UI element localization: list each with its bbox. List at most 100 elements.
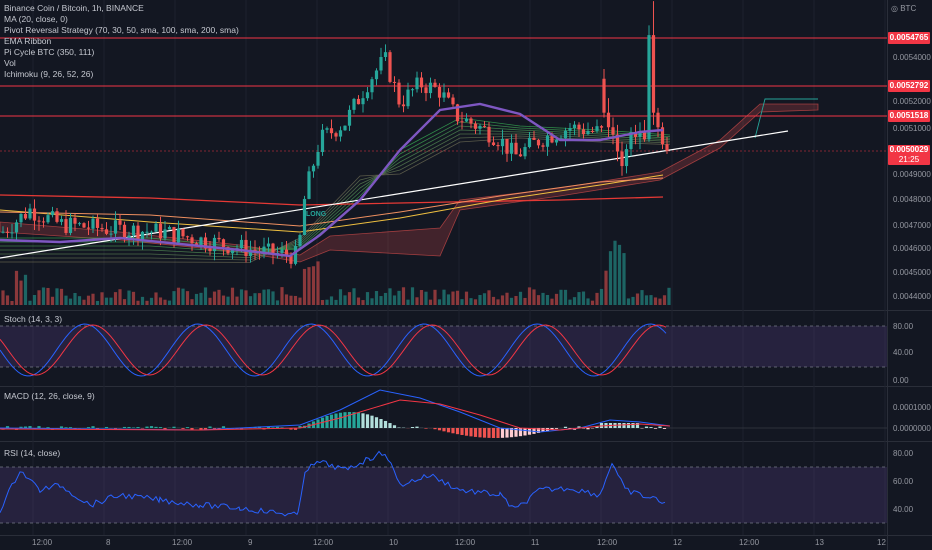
macd-histogram-bar [46, 427, 50, 428]
candle-body [320, 129, 325, 152]
macd-histogram-bar [496, 428, 500, 438]
candle-body [545, 135, 550, 147]
candle-body [464, 118, 469, 122]
currency-selector[interactable]: ◎ BTC [891, 4, 916, 13]
volume-bar [473, 299, 478, 305]
candle-body [433, 82, 437, 87]
candle-body [253, 249, 257, 252]
ichimoku-span-a [754, 98, 818, 139]
candle-body [77, 223, 82, 225]
macd-histogram-bar [356, 412, 361, 428]
macd-histogram-bar [37, 426, 41, 428]
stoch-k-line [0, 323, 667, 377]
indicator-pi-cycle[interactable]: Pi Cycle BTC (350, 111) [4, 47, 95, 57]
candle-body [176, 228, 181, 243]
volume-bar [185, 291, 190, 305]
candle-body [100, 227, 104, 230]
candle-body [638, 132, 642, 137]
candle-body [406, 89, 410, 107]
time-label: 12:00 [172, 538, 193, 547]
volume-bar [316, 261, 320, 305]
volume-bar [586, 298, 590, 305]
volume-bar [469, 298, 473, 305]
indicator-ichimoku[interactable]: Ichimoku (9, 26, 52, 26) [4, 69, 94, 79]
macd-histogram-bar [104, 426, 109, 428]
volume-bar [536, 295, 541, 305]
macd-histogram-bar [397, 427, 401, 428]
macd-histogram-bar [199, 428, 203, 430]
volume-bar [100, 292, 104, 305]
candle-body [244, 239, 248, 257]
rsi-axis-label: 80.00 [893, 449, 914, 458]
macd-histogram-bar [433, 428, 437, 430]
volume-bar [284, 294, 289, 305]
macd-line [0, 389, 671, 433]
stoch-title[interactable]: Stoch (14, 3, 3) [4, 314, 63, 324]
volume-bar [604, 270, 608, 305]
volume-bar [545, 294, 550, 305]
candle-body [572, 124, 577, 129]
candle-body [41, 221, 46, 223]
indicator-ma[interactable]: MA (20, close, 0) [4, 14, 68, 24]
candle-body [46, 215, 50, 223]
candle-body [482, 125, 487, 127]
volume-bar [203, 287, 208, 305]
candle-body [82, 223, 86, 228]
sma-line [0, 194, 664, 206]
candle-body [550, 135, 554, 143]
indicator-ema-ribbon[interactable]: EMA Ribbon [4, 36, 52, 46]
volume-bar [509, 297, 514, 305]
candle-body [599, 126, 604, 128]
candle-body [28, 208, 32, 219]
volume-bar [662, 295, 667, 305]
level-tag: 0.0051518 [888, 110, 930, 122]
volume-bar [235, 296, 239, 305]
rsi-title[interactable]: RSI (14, close) [4, 448, 61, 458]
volume-bar [217, 289, 221, 305]
volume-bar [356, 297, 361, 305]
macd-histogram-bar [293, 428, 298, 430]
gear-icon[interactable]: ◎ [891, 4, 898, 13]
macd-histogram-bar [5, 426, 10, 428]
price-label: 0.0044000 [893, 292, 931, 301]
macd-histogram-bar [505, 428, 509, 438]
candle-body [203, 237, 208, 249]
volume-bar [419, 289, 424, 305]
macd-histogram-bar [374, 417, 379, 428]
candle-body [633, 132, 638, 137]
candle-body [338, 130, 343, 137]
volume-bar [613, 240, 617, 305]
price-label: 0.0048000 [893, 195, 931, 204]
macd-title[interactable]: MACD (12, 26, close, 9) [4, 391, 95, 401]
time-label: 8 [106, 538, 111, 547]
stoch-band [0, 326, 887, 367]
rsi-line [0, 450, 666, 517]
symbol-title[interactable]: Binance Coin / Bitcoin, 1h, BINANCE [4, 3, 144, 13]
price-label: 0.0047000 [893, 221, 931, 230]
macd-histogram-bar [365, 414, 370, 428]
macd-histogram-bar [298, 426, 302, 428]
candle-body [620, 151, 624, 167]
macd-histogram-bar [442, 428, 446, 432]
candle-body [419, 77, 424, 88]
candle-body [307, 171, 311, 199]
macd-signal-line [0, 399, 671, 431]
indicator-vol[interactable]: Vol [4, 58, 16, 68]
indicator-pivot-reversal[interactable]: Pivot Reversal Strategy (70, 30, 50, sma… [4, 25, 239, 35]
candle-body [37, 220, 41, 222]
macd-histogram-bar [478, 428, 482, 438]
volume-bar [658, 298, 662, 305]
volume-bar [149, 297, 154, 305]
volume-bar [388, 288, 392, 305]
volume-bar [487, 290, 491, 305]
volume-bar [55, 288, 59, 305]
candle-body [365, 92, 370, 99]
volume-bar [572, 297, 577, 305]
candle-body [298, 235, 302, 247]
ichimoku-cloud [0, 103, 819, 263]
candle-body [5, 231, 10, 233]
macd-histogram-bar [28, 426, 32, 428]
quote-currency: BTC [900, 4, 917, 13]
volume-bar [163, 299, 167, 305]
